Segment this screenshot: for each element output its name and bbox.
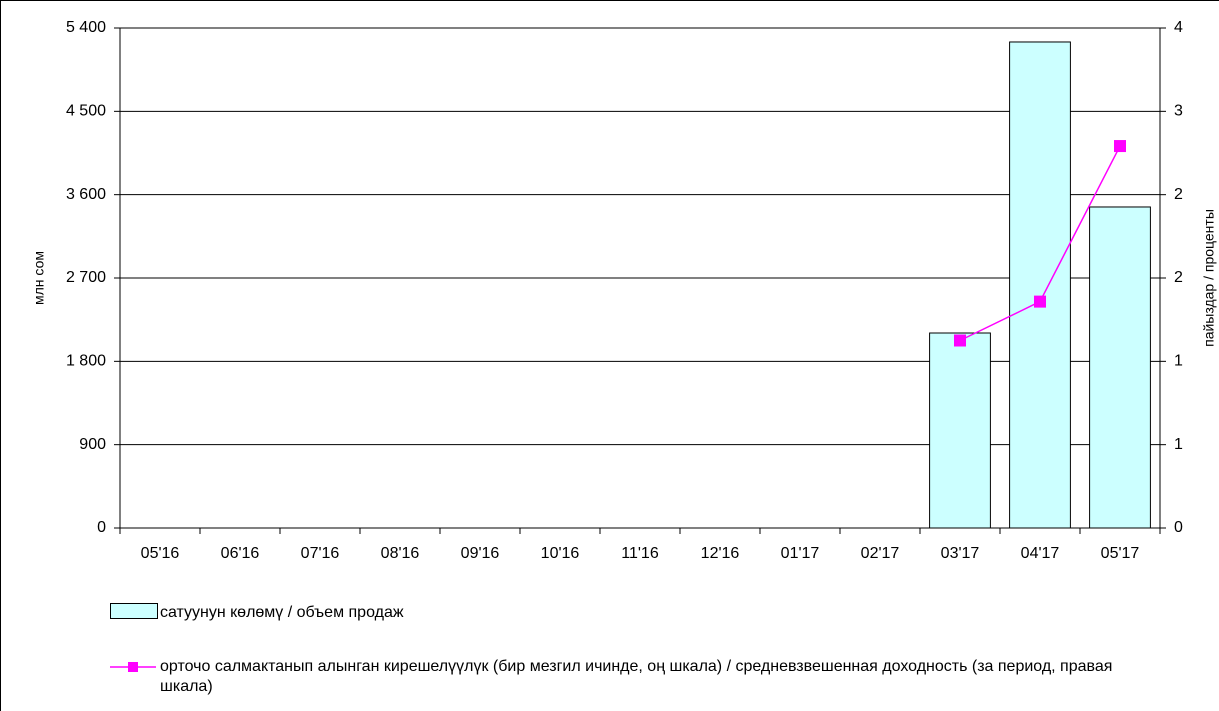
line-marker [954, 334, 966, 347]
y-tick-label: 4 500 [66, 103, 106, 120]
y-tick-label: 900 [79, 436, 106, 453]
y-tick-label: 5 400 [66, 19, 106, 36]
x-tick-label: 02'17 [861, 545, 900, 562]
line-marker [1114, 140, 1126, 153]
x-tick-label: 05'17 [1101, 545, 1140, 562]
x-tick-label: 06'16 [221, 545, 260, 562]
y-tick-label: 1 800 [66, 353, 106, 370]
y2-tick-label: 1 [1174, 436, 1183, 453]
bar [1089, 206, 1151, 529]
legend-label: сатуунун көлөмү / объем продаж [160, 604, 404, 621]
y2-tick-label: 0 [1174, 519, 1183, 536]
y-tick-label: 3 600 [66, 186, 106, 203]
legend-entry: орточо салмактанып алынган кирешелүүлүк … [110, 657, 1130, 697]
plot-border [119, 27, 1161, 529]
bar [1009, 41, 1071, 529]
y2-tick-label: 1 [1174, 353, 1183, 370]
y-tick-label: 0 [97, 519, 106, 536]
y2-axis-label: пайыздар / проценты [1201, 209, 1217, 347]
x-tick-label: 09'16 [461, 545, 500, 562]
legend-swatch [110, 662, 156, 672]
y2-tick-label: 4 [1174, 19, 1183, 36]
y2-tick-label: 2 [1174, 186, 1183, 203]
x-tick-label: 08'16 [381, 545, 420, 562]
x-tick-label: 10'16 [541, 545, 580, 562]
x-tick-label: 04'17 [1021, 545, 1060, 562]
x-tick-label: 12'16 [701, 545, 740, 562]
y2-tick-label: 2 [1174, 269, 1183, 286]
y-axis-label: млн сом [31, 251, 47, 305]
line-marker [1034, 295, 1046, 308]
legend-swatch [110, 603, 158, 619]
x-tick-label: 01'17 [781, 545, 820, 562]
legend-entry: сатуунун көлөмү / объем продаж [110, 603, 404, 623]
x-tick-label: 11'16 [621, 545, 659, 562]
bar [929, 332, 991, 529]
x-tick-label: 05'16 [141, 545, 180, 562]
y-tick-label: 2 700 [66, 269, 106, 286]
x-tick-label: 07'16 [301, 545, 340, 562]
y2-tick-label: 3 [1174, 103, 1183, 120]
legend-label: орточо салмактанып алынган кирешелүүлүк … [160, 658, 1113, 695]
x-tick-label: 03'17 [941, 545, 980, 562]
